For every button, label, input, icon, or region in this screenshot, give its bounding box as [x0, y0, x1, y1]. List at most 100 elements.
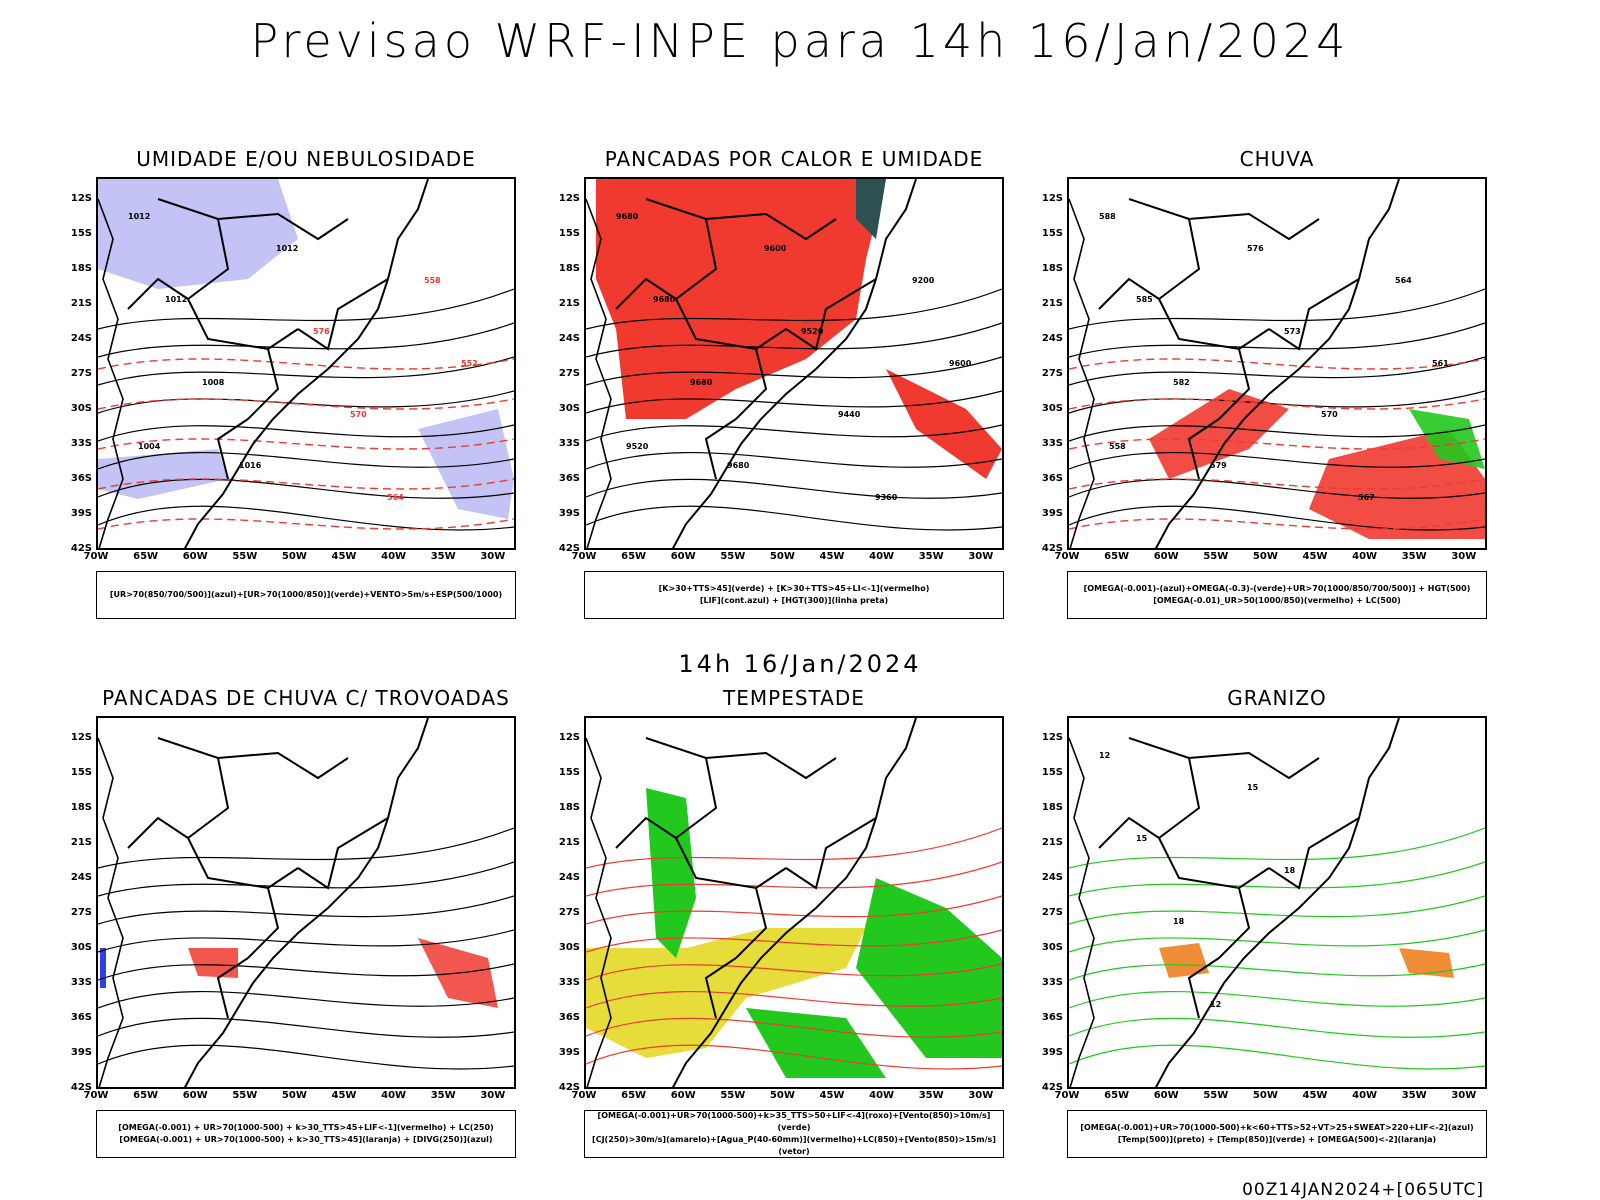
latitude-tick-label: 24S: [558, 872, 580, 883]
latitude-tick-label: 30S: [70, 403, 92, 414]
latitude-tick-label: 24S: [1041, 333, 1063, 344]
legend-line: [OMEGA(-0.001)+UR>70(1000-500)+k>35_TTS>…: [597, 1111, 991, 1132]
weather-map-canvas: 1012 1012 1008 1016 1012 576 570 564 558 552 1004: [98, 179, 514, 548]
contour-line: [586, 990, 1002, 1009]
contour-label: 585: [1136, 295, 1153, 304]
contour-line: [1069, 356, 1485, 386]
contour-label: 570: [350, 410, 367, 419]
contour-label: 12: [1099, 751, 1110, 760]
longitude-tick-label: 70W: [1054, 1090, 1080, 1101]
dashed-contour-line: [98, 518, 514, 530]
contour-line: [1069, 1044, 1485, 1070]
longitude-tick-label: 65W: [1104, 1090, 1130, 1101]
latitude-tick-label: 15S: [1041, 228, 1063, 239]
contour-label: 9520: [626, 442, 649, 451]
weather-map-canvas: 9680 9680 9680 9680 9600 9520 9440 9360 9200 9600…: [586, 179, 1002, 548]
longitude-tick-label: 60W: [670, 1090, 696, 1101]
contour-line: [98, 929, 514, 953]
country-borders: [127, 737, 389, 1019]
latitude-tick-label: 30S: [1041, 403, 1063, 414]
contour-line: [586, 1017, 1002, 1038]
legend-line: [LIF](cont.azul) + [HGT(300)](linha pret…: [699, 596, 889, 605]
contour-line: [1069, 451, 1485, 470]
legend-line: [K>30+TTS>45](verde) + [K>30+TTS>45+LI<-…: [658, 584, 930, 593]
longitude-tick-label: 60W: [182, 551, 208, 562]
contour-line: [98, 322, 514, 358]
longitude-tick-label: 40W: [869, 551, 895, 562]
latitude-tick-label: 21S: [70, 298, 92, 309]
coastline: [1155, 179, 1400, 548]
longitude-tick-label: 45W: [1302, 1090, 1328, 1101]
longitude-tick-label: 35W: [430, 551, 456, 562]
contour-label: 1012: [165, 295, 187, 304]
dashed-contour-line: [1069, 358, 1485, 370]
contour-line: [98, 390, 514, 414]
longitude-tick-label: 65W: [133, 551, 159, 562]
contour-line: [1069, 478, 1485, 499]
longitude-tick-label: 45W: [331, 1090, 357, 1101]
dashed-contour-line: [98, 358, 514, 370]
panel-legend: [K>30+TTS>45](verde) + [K>30+TTS>45+LI<-…: [584, 571, 1004, 619]
panel-legend: [OMEGA(-0.001) + UR>70(1000-500) + k>30_…: [96, 1110, 516, 1158]
panel-map: 9680 9680 9680 9680 9600 9520 9440 9360 9200 9600…: [584, 177, 1004, 550]
longitude-tick-label: 30W: [480, 1090, 506, 1101]
panel-legend: [UR>70(850/700/500)](azul)+[UR>70(1000/8…: [96, 571, 516, 619]
contour-label: 1008: [202, 378, 225, 387]
latitude-tick-label: 15S: [1041, 767, 1063, 778]
latitude-tick-label: 33S: [558, 438, 580, 449]
panel-title: UMIDADE E/OU NEBULOSIDADE: [136, 147, 476, 171]
contour-line: [586, 322, 1002, 358]
contour-label: 15: [1247, 783, 1259, 792]
contour-line: [1069, 963, 1485, 981]
contour-label: 576: [1247, 244, 1264, 253]
country-borders: [127, 198, 389, 480]
coastline: [98, 737, 124, 1087]
latitude-tick-label: 24S: [70, 333, 92, 344]
contour-line: [98, 424, 514, 442]
latitude-tick-label: 27S: [1041, 368, 1063, 379]
legend-line: [CJ(250)>30m/s](amarelo)+[Agua_P(40-60mm…: [592, 1135, 996, 1156]
longitude-tick-label: 30W: [1451, 551, 1477, 562]
contour-label: 9360: [875, 493, 898, 502]
legend-line: [OMEGA(-0.01)_UR>50(1000/850)(vermelho) …: [1153, 596, 1401, 605]
contour-label: 582: [1173, 378, 1190, 387]
contour-label: 9440: [838, 410, 861, 419]
latitude-tick-label: 18S: [70, 263, 92, 274]
latitude-tick-label: 36S: [558, 1012, 580, 1023]
dashed-contour-line: [1069, 398, 1485, 410]
panel-title: GRANIZO: [1227, 686, 1327, 710]
middle-title: 14h 16/Jan/2024: [678, 650, 922, 678]
dashed-contour-line: [1069, 478, 1485, 490]
contour-label: 1012: [276, 244, 298, 253]
latitude-tick-label: 21S: [1041, 837, 1063, 848]
contour-line: [586, 895, 1002, 925]
panel-map: 588 585 582 579 576 573 570 567 564 561 558: [1067, 177, 1487, 550]
longitude-tick-label: 30W: [480, 551, 506, 562]
contour-line: [98, 1017, 514, 1038]
longitude-tick-label: 45W: [819, 551, 845, 562]
latitude-tick-label: 30S: [70, 942, 92, 953]
contour-line: [586, 929, 1002, 953]
coastline: [586, 198, 612, 548]
latitude-tick-label: 33S: [558, 977, 580, 988]
rain-area-strong: [1409, 409, 1485, 469]
latitude-tick-label: 27S: [70, 368, 92, 379]
panel-title: CHUVA: [1239, 147, 1315, 171]
latitude-tick-label: 24S: [558, 333, 580, 344]
humidity-mid-level-area: [418, 409, 514, 519]
weather-map-canvas: 588 585 582 579 576 573 570 567 564 561 558: [1069, 179, 1485, 548]
latitude-tick-label: 12S: [1041, 732, 1063, 743]
latitude-tick-label: 12S: [1041, 193, 1063, 204]
longitude-tick-label: 55W: [1203, 551, 1229, 562]
omega-ascent-area: [1399, 948, 1454, 978]
latitude-tick-label: 12S: [558, 193, 580, 204]
longitude-tick-label: 50W: [281, 1090, 307, 1101]
country-borders: [1098, 737, 1360, 1019]
contour-label: 9680: [653, 295, 676, 304]
contour-label: 9600: [949, 359, 972, 368]
longitude-tick-label: 70W: [571, 551, 597, 562]
latitude-tick-label: 39S: [70, 508, 92, 519]
latitude-tick-label: 12S: [70, 732, 92, 743]
latitude-tick-label: 42S: [558, 543, 580, 554]
longitude-tick-label: 45W: [1302, 551, 1328, 562]
